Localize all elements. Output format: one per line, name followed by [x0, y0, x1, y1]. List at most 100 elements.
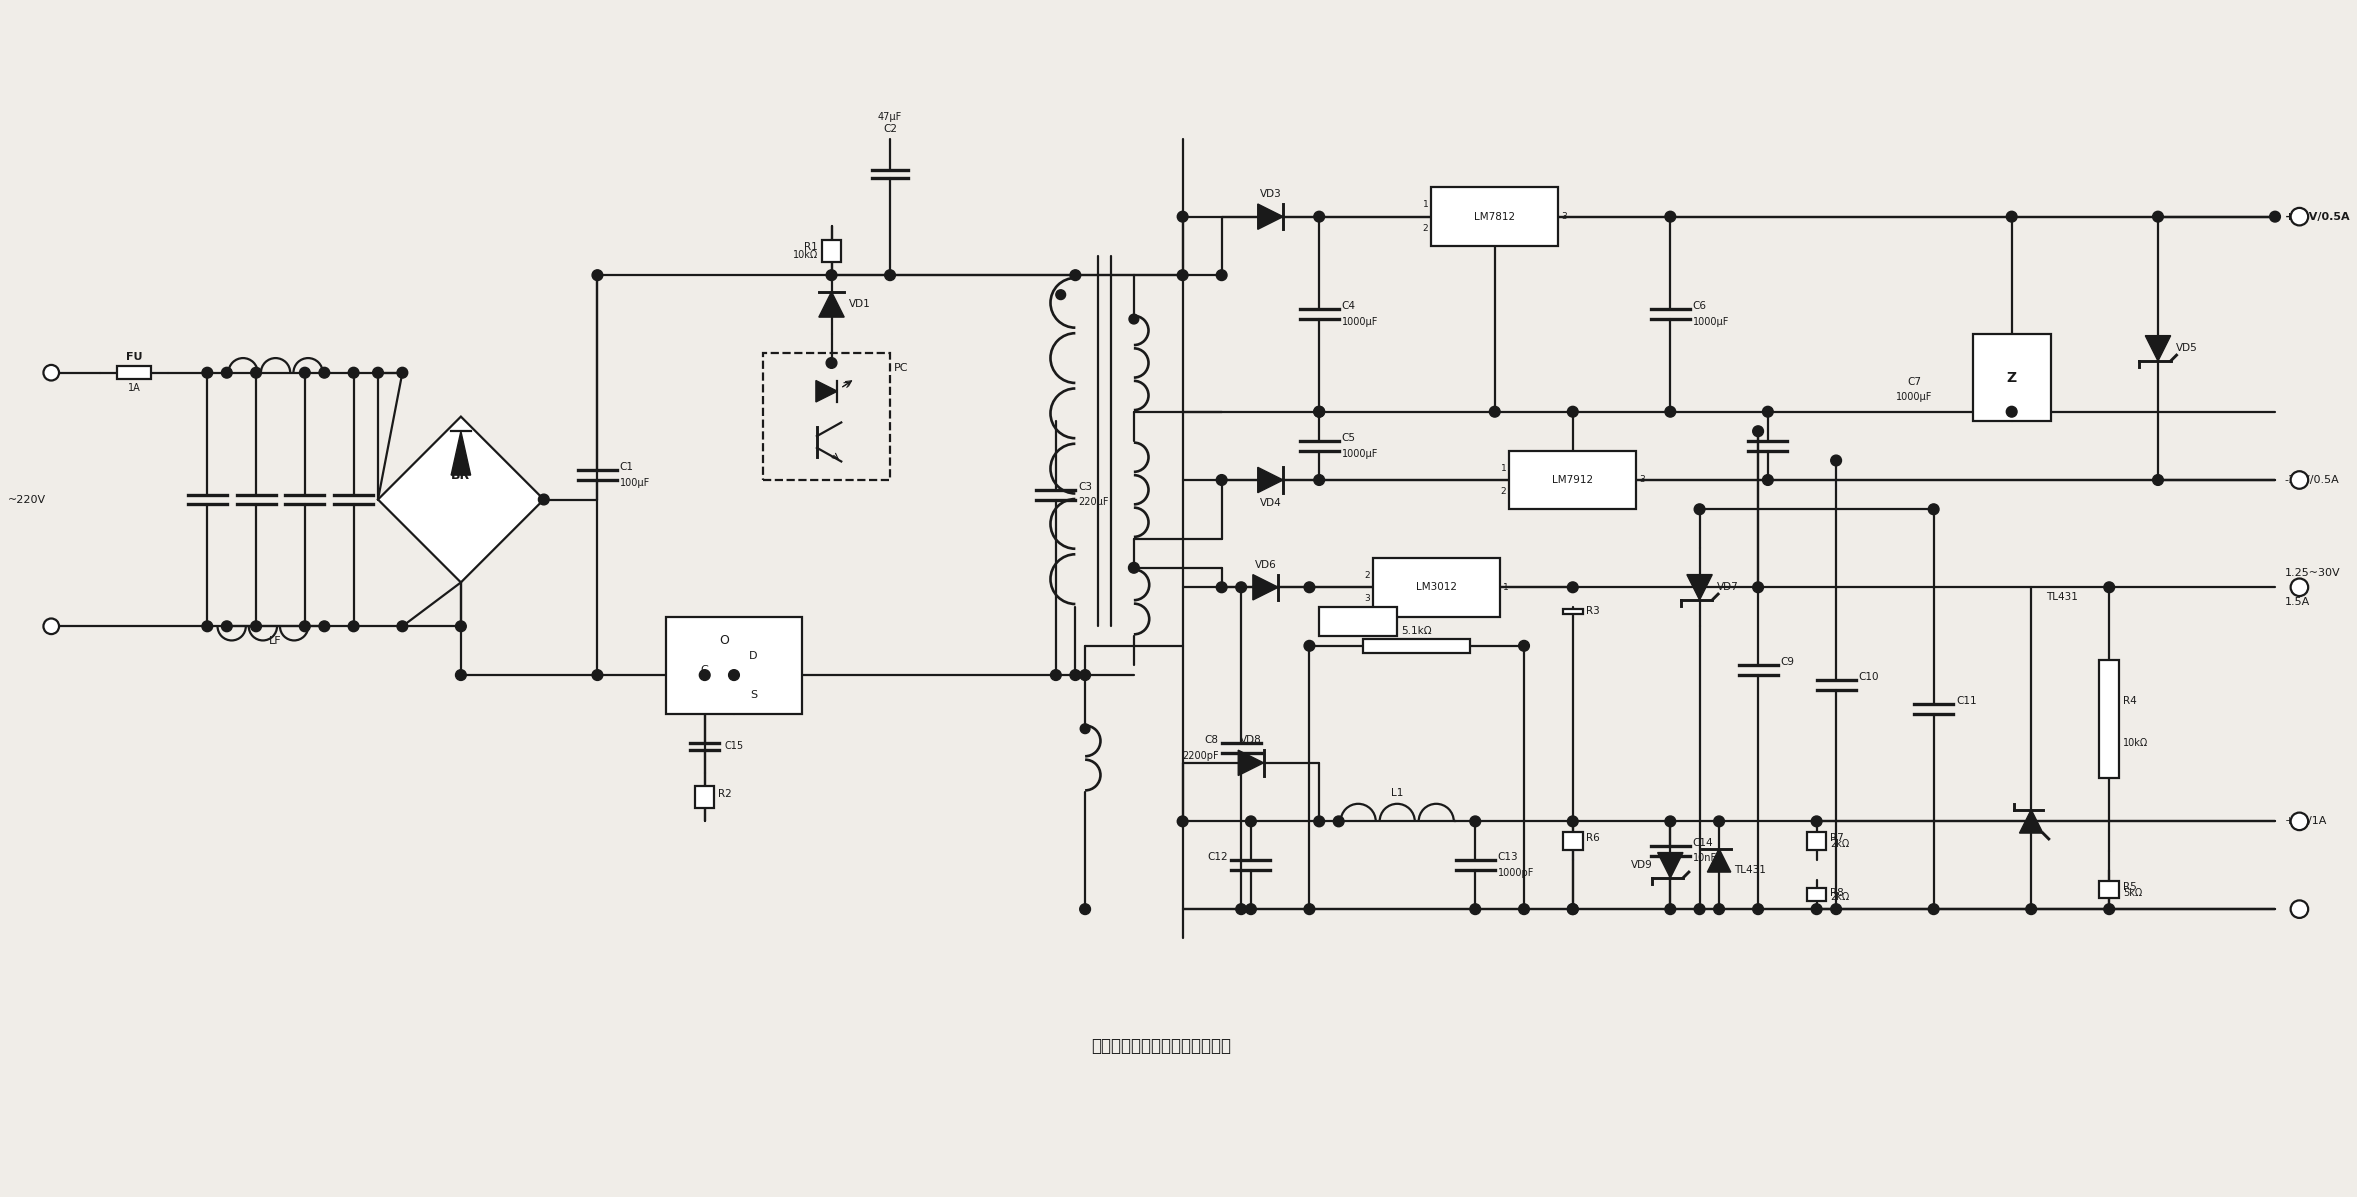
Text: C12: C12: [1207, 852, 1228, 863]
Text: VD1: VD1: [849, 299, 870, 310]
Text: 双输出单端反激式开关电源电路: 双输出单端反激式开关电源电路: [1091, 1037, 1233, 1055]
Circle shape: [1334, 816, 1343, 827]
Circle shape: [1080, 724, 1089, 734]
Circle shape: [1176, 816, 1188, 827]
Text: L1: L1: [1391, 788, 1402, 798]
Polygon shape: [2020, 809, 2044, 833]
Polygon shape: [1237, 751, 1263, 776]
Polygon shape: [1259, 467, 1282, 493]
Circle shape: [203, 621, 212, 632]
Text: VD5: VD5: [2176, 344, 2197, 353]
Text: C15: C15: [724, 741, 742, 752]
Bar: [823, 239, 841, 262]
Polygon shape: [450, 431, 471, 475]
Circle shape: [250, 621, 262, 632]
Circle shape: [1928, 904, 1940, 915]
Circle shape: [1235, 582, 1247, 593]
Text: C9: C9: [1780, 657, 1794, 668]
Polygon shape: [816, 381, 837, 402]
Text: VD8: VD8: [1240, 735, 1261, 746]
Text: +5V/1A: +5V/1A: [2284, 816, 2326, 826]
Circle shape: [1714, 816, 1725, 827]
Text: R5: R5: [2124, 882, 2138, 892]
Bar: [764, 353, 891, 480]
Polygon shape: [377, 417, 544, 583]
Text: 2: 2: [1501, 487, 1506, 497]
Text: BR: BR: [450, 468, 471, 481]
Circle shape: [728, 669, 740, 680]
Circle shape: [1244, 816, 1256, 827]
Text: ~220V: ~220V: [7, 494, 47, 504]
Text: C7: C7: [1907, 377, 1921, 388]
Text: 1000μF: 1000μF: [1692, 317, 1730, 327]
Text: C3: C3: [1077, 482, 1091, 492]
Circle shape: [1303, 904, 1315, 915]
Circle shape: [299, 367, 311, 378]
Text: R4: R4: [2124, 697, 2138, 706]
Text: S: S: [750, 689, 757, 699]
Bar: [1431, 188, 1558, 245]
Circle shape: [1754, 904, 1763, 915]
Text: 10nF: 10nF: [1692, 853, 1716, 863]
Circle shape: [2291, 813, 2308, 831]
Circle shape: [222, 367, 233, 378]
Circle shape: [1567, 904, 1579, 915]
Circle shape: [455, 621, 467, 632]
Circle shape: [1051, 669, 1061, 680]
Text: C4: C4: [1341, 302, 1355, 311]
Polygon shape: [818, 292, 844, 317]
Circle shape: [1471, 904, 1480, 915]
Circle shape: [1070, 669, 1082, 680]
Polygon shape: [1688, 575, 1711, 600]
Text: R8: R8: [1831, 887, 1843, 898]
Bar: [695, 786, 714, 808]
Circle shape: [2152, 212, 2164, 221]
Text: LF: LF: [269, 636, 283, 646]
Text: 1A: 1A: [127, 383, 141, 393]
Text: VD4: VD4: [1259, 498, 1282, 508]
Circle shape: [42, 619, 59, 634]
Text: 2kΩ: 2kΩ: [1831, 839, 1850, 850]
Circle shape: [1664, 816, 1676, 827]
Circle shape: [827, 358, 837, 369]
Text: C6: C6: [1692, 302, 1706, 311]
Bar: [665, 616, 801, 715]
Circle shape: [1567, 582, 1579, 593]
Circle shape: [1080, 904, 1091, 915]
Text: 100μF: 100μF: [620, 478, 651, 488]
Circle shape: [884, 269, 896, 280]
Text: 1: 1: [1501, 583, 1508, 591]
Circle shape: [1303, 582, 1315, 593]
Text: C5: C5: [1341, 433, 1355, 443]
Circle shape: [1244, 904, 1256, 915]
Circle shape: [1664, 212, 1676, 221]
Text: 1000pF: 1000pF: [1497, 868, 1534, 879]
Circle shape: [1313, 475, 1325, 485]
Circle shape: [592, 269, 603, 280]
Bar: [1362, 639, 1471, 652]
Circle shape: [1216, 582, 1228, 593]
Circle shape: [1080, 669, 1091, 680]
Circle shape: [2291, 900, 2308, 918]
Circle shape: [2006, 406, 2018, 417]
Bar: [1808, 888, 1827, 901]
Circle shape: [1664, 406, 1676, 417]
Circle shape: [700, 669, 709, 680]
Text: LM3012: LM3012: [1417, 582, 1457, 593]
Bar: [1320, 607, 1398, 636]
Circle shape: [372, 367, 384, 378]
Text: R6: R6: [1586, 833, 1600, 843]
Text: 5.1kΩ: 5.1kΩ: [1402, 626, 1433, 636]
Text: R3: R3: [1586, 606, 1600, 616]
Text: Z: Z: [2006, 371, 2018, 384]
Text: 220μF: 220μF: [1077, 498, 1108, 508]
Polygon shape: [2145, 335, 2171, 361]
Text: 1000μF: 1000μF: [1341, 449, 1379, 458]
Circle shape: [1313, 816, 1325, 827]
Text: 1.25~30V: 1.25~30V: [2284, 567, 2341, 578]
Circle shape: [1070, 269, 1082, 280]
Circle shape: [1831, 904, 1841, 915]
Circle shape: [827, 269, 837, 280]
Circle shape: [1928, 504, 1940, 515]
Text: +12V/0.5A: +12V/0.5A: [2284, 212, 2350, 221]
